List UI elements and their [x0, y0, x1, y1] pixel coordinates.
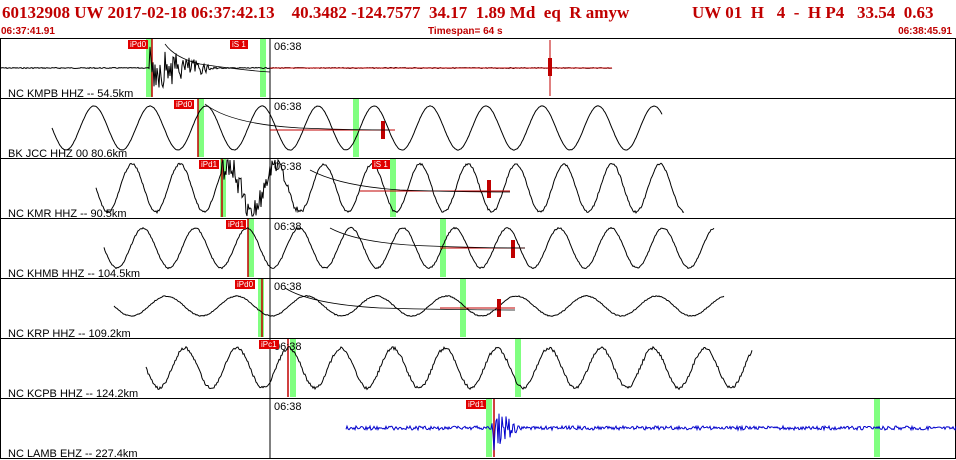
- time-bar: 06:37:41.91 Timespan= 64 s 06:38:45.91: [0, 26, 956, 37]
- pick-marker: [198, 99, 204, 157]
- pick-tag[interactable]: iS 1: [372, 160, 390, 169]
- pick-marker: [390, 159, 396, 217]
- station-label-krp: NC KRP HHZ -- 109.2km: [8, 328, 131, 340]
- event-summary: 60132908 UW 2017-02-18 06:37:42.13 40.34…: [2, 3, 630, 22]
- pick-marker: [874, 399, 880, 457]
- time-tick: 06:38: [274, 161, 302, 173]
- decay-curve: [284, 287, 516, 311]
- panel-frame: [0, 338, 956, 399]
- time-tick: 06:38: [274, 221, 302, 233]
- decay-curve: [204, 103, 391, 131]
- pick-tag[interactable]: iS 1: [230, 40, 248, 49]
- end-time: 06:38:45.91: [898, 26, 952, 37]
- amp-marker: [487, 180, 491, 198]
- pick-marker: [290, 339, 296, 397]
- panel-frame: [0, 98, 956, 159]
- amp-marker: [511, 240, 515, 258]
- station-label-jcc: BK JCC HHZ 00 80.6km: [8, 148, 128, 160]
- decay-curve: [329, 227, 526, 249]
- seismogram-trace: [103, 226, 715, 270]
- time-tick: 06:38: [274, 281, 302, 293]
- phase-summary: UW 01 H 4 - H P4 33.54 0.63: [692, 3, 934, 22]
- seismogram-trace: [51, 105, 663, 151]
- event-header: 60132908 UW 2017-02-18 06:37:42.13 40.34…: [0, 0, 956, 26]
- pick-tag[interactable]: iPd1: [199, 160, 220, 169]
- pick-tag[interactable]: iPd0: [235, 280, 256, 289]
- station-label-khmb: NC KHMB HHZ -- 104.5km: [8, 268, 141, 280]
- time-tick: 06:38: [274, 101, 302, 113]
- seismogram-trace: [95, 158, 685, 217]
- seismogram-trace: [145, 345, 753, 391]
- station-label-kmr: NC KMR HHZ -- 90.5km: [8, 208, 127, 220]
- amp-marker: [497, 299, 501, 317]
- pick-marker: [353, 99, 359, 157]
- seismogram-trace: [113, 294, 725, 317]
- timespan: Timespan= 64 s: [428, 26, 503, 37]
- decay-curve: [309, 169, 511, 193]
- pick-marker: [220, 159, 226, 217]
- station-label-lamb: NC LAMB EHZ -- 227.4km: [8, 448, 138, 460]
- pick-tag[interactable]: iPd1: [226, 220, 247, 229]
- station-label-kmpb: NC KMPB HHZ -- 54.5km: [8, 88, 134, 100]
- seismogram-trace: [0, 46, 613, 90]
- pick-marker: [258, 279, 264, 337]
- pick-tag[interactable]: iPc1: [259, 340, 279, 349]
- time-tick: 06:38: [274, 401, 302, 413]
- time-tick: 06:38: [274, 41, 302, 53]
- decay-curve: [164, 43, 271, 73]
- pick-tag[interactable]: iPd1: [466, 400, 487, 409]
- pick-tag[interactable]: iPd0: [128, 40, 149, 49]
- seismogram-trace: [345, 413, 956, 451]
- time-tick: 06:38: [274, 341, 302, 353]
- pick-tag[interactable]: iPd0: [174, 100, 195, 109]
- pick-marker: [248, 219, 254, 277]
- pick-marker: [515, 339, 521, 397]
- start-time: 06:37:41.91: [1, 26, 55, 37]
- station-label-kcpb: NC KCPB HHZ -- 124.2km: [8, 388, 139, 400]
